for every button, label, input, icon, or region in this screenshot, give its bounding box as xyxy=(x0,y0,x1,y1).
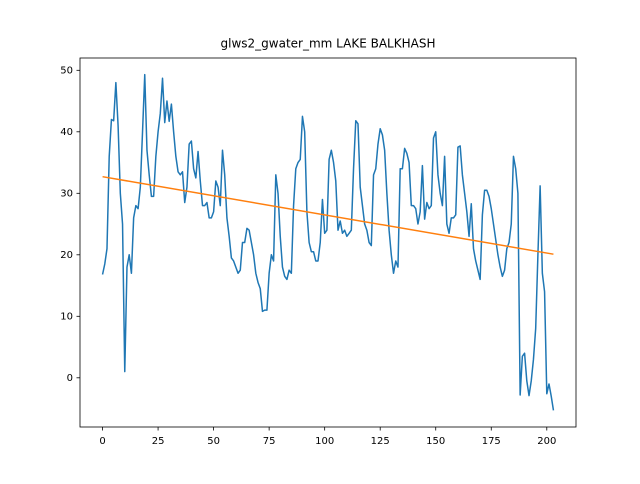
y-tick-label: 10 xyxy=(60,311,73,322)
x-tick-label: 50 xyxy=(207,436,220,447)
line-series xyxy=(101,73,555,411)
x-tick-label: 25 xyxy=(152,436,165,447)
x-tick-label: 0 xyxy=(99,436,105,447)
x-tick-label: 150 xyxy=(426,436,445,447)
x-tick-label: 75 xyxy=(263,436,276,447)
x-tick-label: 100 xyxy=(315,436,334,447)
y-tick-label: 20 xyxy=(60,250,73,261)
plot-frame xyxy=(79,57,577,428)
y-tick-label: 0 xyxy=(67,373,73,384)
chart-title: glws2_gwater_mm LAKE BALKHASH xyxy=(221,37,436,51)
line-series xyxy=(102,175,554,255)
x-tick-label: 200 xyxy=(537,436,556,447)
y-tick-label: 30 xyxy=(60,188,73,199)
x-tick-label: 125 xyxy=(371,436,390,447)
x-tick-label: 175 xyxy=(482,436,501,447)
y-tick-label: 50 xyxy=(60,65,73,76)
y-tick-label: 40 xyxy=(60,127,73,138)
